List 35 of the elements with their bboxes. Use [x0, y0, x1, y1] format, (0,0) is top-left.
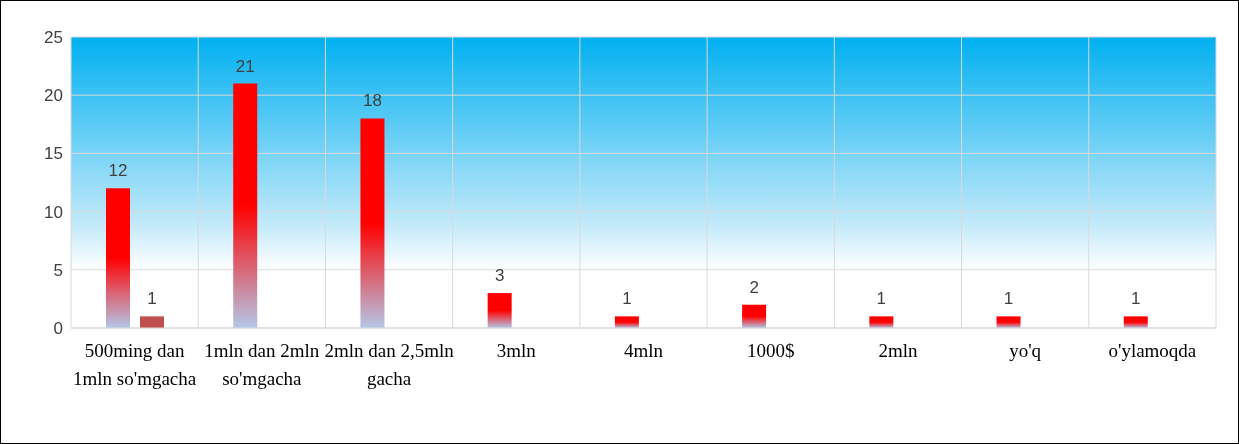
- x-tick-label: 2mln: [878, 340, 918, 362]
- bar: [140, 316, 164, 328]
- bar: [614, 316, 639, 328]
- bar: [1123, 316, 1148, 328]
- x-tick-label: 4mln: [623, 340, 664, 362]
- y-tick-label: 20: [44, 86, 63, 106]
- data-label: 18: [362, 91, 382, 111]
- data-label: 2: [749, 277, 759, 297]
- bar: [106, 188, 130, 328]
- x-tick-label: yo'q: [1009, 340, 1042, 362]
- y-tick-label: 25: [44, 28, 63, 48]
- y-tick-label: 5: [53, 260, 63, 280]
- y-tick-label: 15: [44, 144, 63, 164]
- data-label: 21: [235, 56, 255, 76]
- bar: [869, 316, 894, 328]
- x-tick-label: 500ming dan 1mln so'mgacha: [73, 340, 197, 390]
- y-tick-label: 0: [53, 319, 63, 339]
- bar: [233, 83, 258, 328]
- y-tick-label: 10: [44, 202, 63, 222]
- x-tick-label: o'ylamoqda: [1108, 340, 1197, 362]
- bar: [996, 316, 1021, 328]
- x-tick-label: 2mln dan 2,5mln gacha: [324, 340, 455, 390]
- data-label: 1: [622, 289, 632, 309]
- bar: [360, 118, 385, 328]
- data-label: 1: [147, 289, 157, 309]
- x-tick-label: 1mln dan 2mln so'mgacha: [204, 340, 320, 390]
- bar: [487, 293, 512, 328]
- data-label: 1: [1003, 289, 1014, 309]
- data-label: 1: [1131, 289, 1141, 309]
- x-tick-label: 3mln: [496, 340, 537, 362]
- data-label: 12: [108, 161, 128, 181]
- data-label: 1: [876, 289, 887, 309]
- data-label: 3: [494, 266, 505, 286]
- bar: [742, 304, 767, 328]
- x-tick-label: 1000$: [746, 340, 795, 362]
